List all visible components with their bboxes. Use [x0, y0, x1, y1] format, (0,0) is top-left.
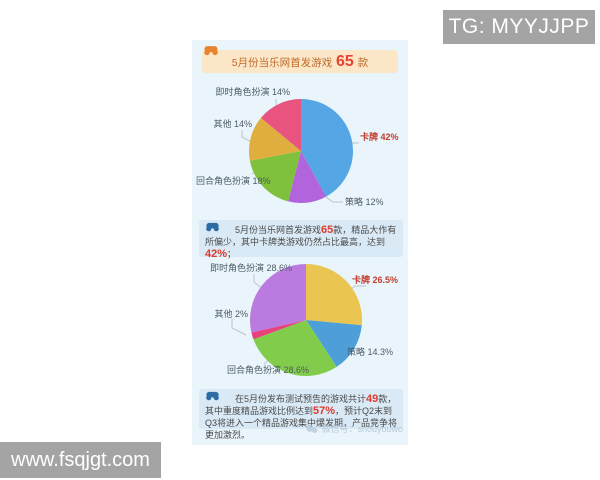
pie2-label-instant-rpg: 即时角色扮演 28.6%	[209, 263, 292, 273]
gamepad-icon	[204, 46, 218, 56]
pie1-label-strategy: 策略 12%	[345, 197, 384, 207]
pie-chart-premium-share	[250, 264, 362, 376]
gamepad-icon	[206, 391, 219, 401]
note-block-1: 5月份当乐网首发游戏65款，精品大作有所偏少，其中卡牌类游戏仍然占比最高，达到4…	[199, 220, 403, 260]
pie1-label-turn-rpg: 回合角色扮演 18%	[196, 176, 271, 186]
pie-slice-其他	[249, 117, 301, 161]
pie-slice-即时角色扮演	[250, 264, 306, 333]
pie-slice-卡牌	[306, 264, 362, 326]
pie-slice-即时角色扮演	[260, 99, 301, 151]
pie-slice-其他	[251, 320, 306, 340]
pie-slice-回合角色扮演	[249, 151, 301, 202]
gamepad-icon	[206, 222, 219, 232]
pie2-label-turn-rpg: 回合角色扮演 28.6%	[227, 365, 310, 375]
pie-slice-卡牌	[301, 99, 353, 197]
pie1-label-instant-rpg: 即时角色扮演 14%	[215, 87, 290, 97]
wechat-watermark: 微信号：shouyouwo	[305, 422, 403, 435]
pie1-label-other: 其他 14%	[213, 119, 252, 129]
website-watermark: www.fsqjgt.com	[0, 442, 161, 478]
pie2-label-strategy: 策略 14.3%	[347, 347, 394, 357]
pie-slice-策略	[306, 320, 362, 367]
page-title: 5月份当乐网首发游戏 65 款	[231, 52, 369, 70]
pie-slice-策略	[288, 151, 327, 203]
pie2-label-other: 其他 2%	[214, 309, 248, 319]
note-text-2: 在5月份发布测试预告的游戏共计49款，其中重度精品游戏比例达到57%，预计Q2末…	[205, 393, 398, 440]
pie-slice-回合角色扮演	[253, 320, 337, 376]
infographic-panel: 5月份当乐网首发游戏 65 款 即时角色扮演 14% 其他 14% 回合角色扮演…	[192, 40, 408, 445]
note-block-2: 在5月份发布测试预告的游戏共计49款，其中重度精品游戏比例达到57%，预计Q2末…	[199, 389, 403, 440]
telegram-watermark: TG: MYYJJPP	[443, 10, 595, 44]
wechat-id-text: 微信号：shouyouwo	[321, 424, 403, 434]
header-banner: 5月份当乐网首发游戏 65 款	[202, 50, 398, 73]
pie1-label-card: 卡牌 42%	[360, 132, 399, 142]
wechat-icon	[306, 424, 318, 433]
note-text-1: 5月份当乐网首发游戏65款，精品大作有所偏少，其中卡牌类游戏仍然占比最高，达到4…	[205, 224, 397, 260]
pie2-label-card: 卡牌 26.5%	[352, 275, 399, 285]
pie-chart-may-releases	[249, 99, 353, 203]
